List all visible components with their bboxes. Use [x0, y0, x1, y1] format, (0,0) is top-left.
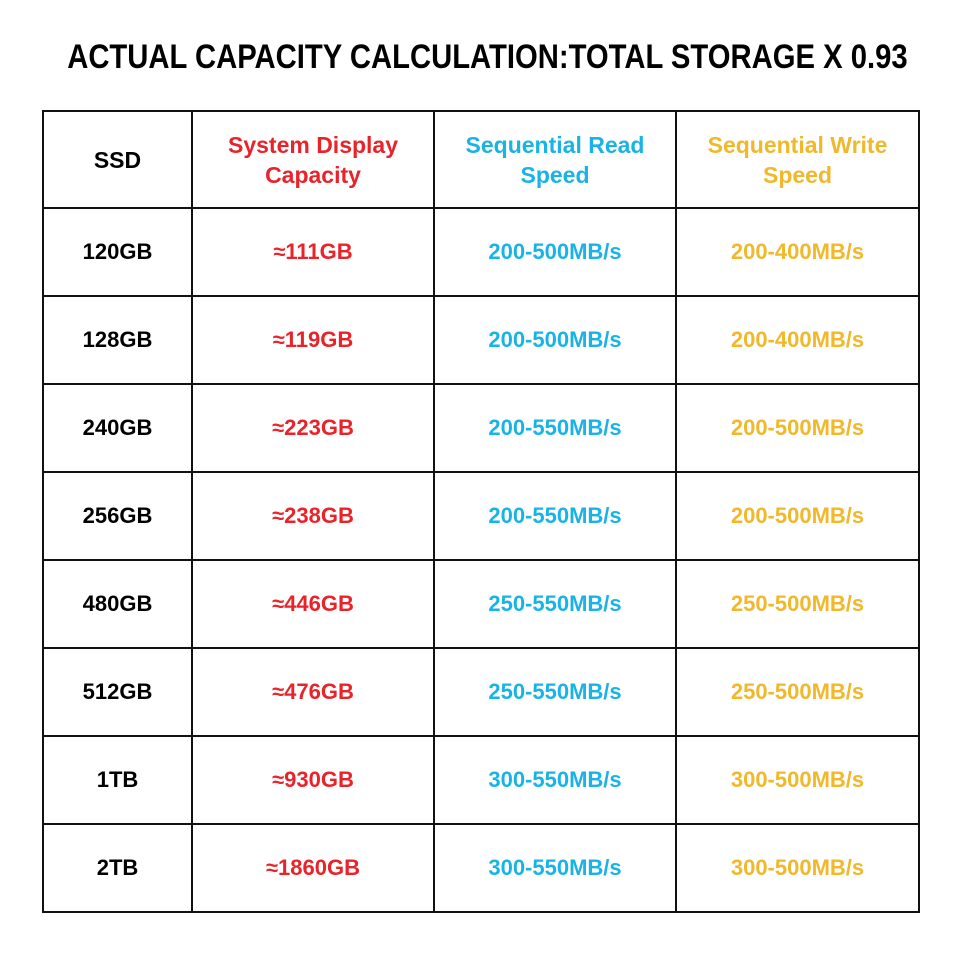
table-cell: 200-550MB/s	[433, 383, 677, 473]
column-header: Sequential Read Speed	[433, 110, 677, 209]
column-header: Sequential Write Speed	[675, 110, 920, 209]
table-cell: 200-400MB/s	[675, 207, 920, 297]
table-cell: 200-500MB/s	[433, 207, 677, 297]
table-cell: 250-500MB/s	[675, 559, 920, 649]
title: ACTUAL CAPACITY CALCULATION:TOTAL STORAG…	[67, 38, 908, 76]
table-cell: 200-500MB/s	[675, 383, 920, 473]
table-cell: 240GB	[42, 383, 193, 473]
table-cell: 250-550MB/s	[433, 559, 677, 649]
table-cell: ≈238GB	[191, 471, 435, 561]
table-cell: ≈476GB	[191, 647, 435, 737]
table-cell: ≈930GB	[191, 735, 435, 825]
table-cell: 300-500MB/s	[675, 735, 920, 825]
table-cell: 480GB	[42, 559, 193, 649]
table-row: 240GB ≈223GB 200-550MB/s 200-500MB/s	[42, 383, 920, 473]
spec-table: SSD System Display Capacity Sequential Rea…	[42, 110, 920, 913]
table-cell: ≈446GB	[191, 559, 435, 649]
table-cell: ≈1860GB	[191, 823, 435, 913]
table-cell: 200-550MB/s	[433, 471, 677, 561]
table-row: 120GB ≈111GB 200-500MB/s 200-400MB/s	[42, 207, 920, 297]
table-row: 256GB ≈238GB 200-550MB/s 200-500MB/s	[42, 471, 920, 561]
table-cell: 200-500MB/s	[433, 295, 677, 385]
header-row: SSD System Display Capacity Sequential Rea…	[42, 110, 920, 209]
table-row: 480GB ≈446GB 250-550MB/s 250-500MB/s	[42, 559, 920, 649]
table-cell: ≈119GB	[191, 295, 435, 385]
table-cell: 128GB	[42, 295, 193, 385]
table-cell: ≈223GB	[191, 383, 435, 473]
table-cell: 256GB	[42, 471, 193, 561]
table-cell: 250-500MB/s	[675, 647, 920, 737]
table-row: 512GB ≈476GB 250-550MB/s 250-500MB/s	[42, 647, 920, 737]
table-cell: 200-500MB/s	[675, 471, 920, 561]
table-cell: 1TB	[42, 735, 193, 825]
table-cell: 300-550MB/s	[433, 735, 677, 825]
table-cell: 300-500MB/s	[675, 823, 920, 913]
table-cell: ≈111GB	[191, 207, 435, 297]
column-header: SSD	[42, 110, 193, 209]
table-row: 128GB ≈119GB 200-500MB/s 200-400MB/s	[42, 295, 920, 385]
table-cell: 2TB	[42, 823, 193, 913]
table-cell: 200-400MB/s	[675, 295, 920, 385]
table-body: 120GB ≈111GB 200-500MB/s 200-400MB/s 128GB ≈1…	[42, 207, 920, 913]
table-row: 2TB ≈1860GB 300-550MB/s 300-500MB/s	[42, 823, 920, 913]
table-cell: 300-550MB/s	[433, 823, 677, 913]
table-cell: 120GB	[42, 207, 193, 297]
table-cell: 250-550MB/s	[433, 647, 677, 737]
column-header: System Display Capacity	[191, 110, 435, 209]
table-row: 1TB ≈930GB 300-550MB/s 300-500MB/s	[42, 735, 920, 825]
table-cell: 512GB	[42, 647, 193, 737]
